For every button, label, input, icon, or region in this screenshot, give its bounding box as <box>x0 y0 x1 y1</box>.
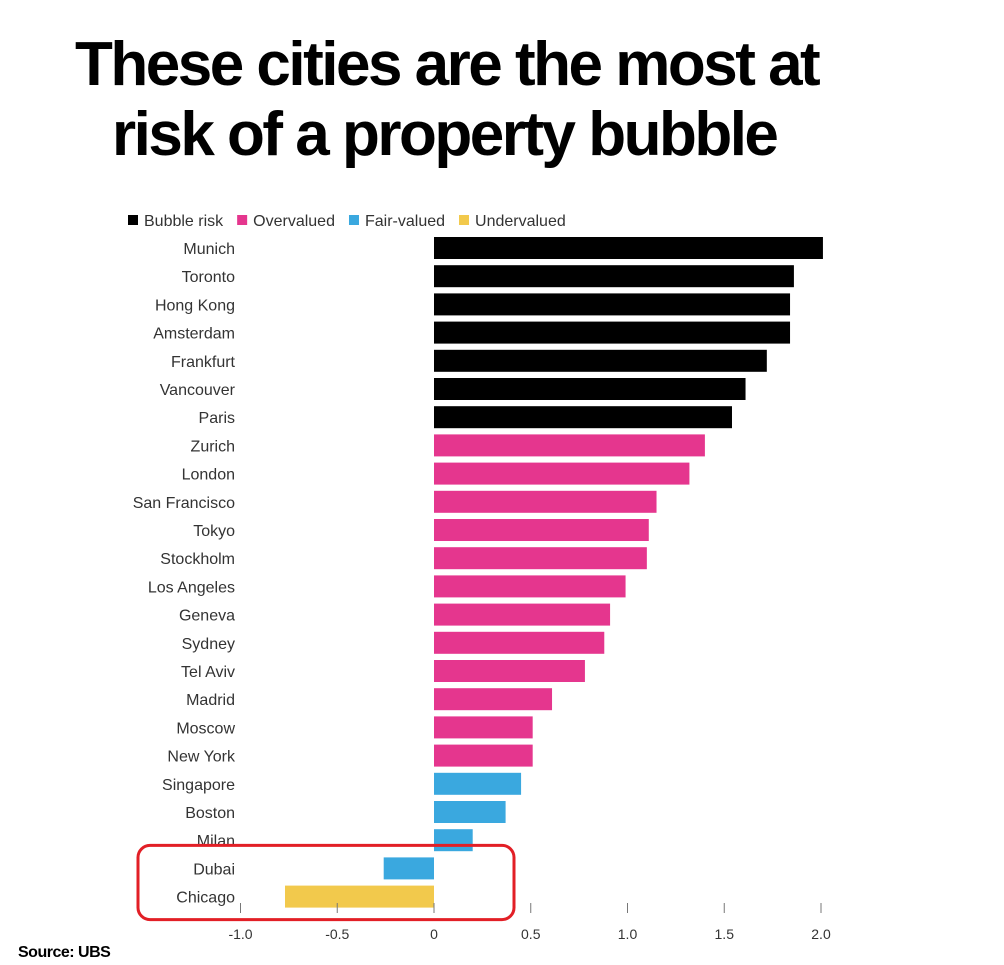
x-axis: -1.0 -0.5 0 0.5 1.0 1.5 2.0 <box>228 903 831 942</box>
bar-amsterdam <box>434 321 791 344</box>
bar-sydney <box>434 631 605 654</box>
category-labels: Munich Toronto Hong Kong Amsterdam Frankfurt… <box>133 241 236 907</box>
category-label-frankfurt: Frankfurt <box>171 354 236 371</box>
category-label-stockholm: Stockholm <box>160 551 235 568</box>
source-note: Source: UBS <box>18 944 111 961</box>
x-tick-label: -0.5 <box>325 926 349 942</box>
bar-tokyo <box>434 519 649 541</box>
legend-swatch-bubble-risk <box>128 215 138 225</box>
category-label-chicago: Chicago <box>176 890 235 907</box>
category-label-munich: Munich <box>183 241 235 258</box>
x-tick-label: 0.5 <box>521 926 541 942</box>
highlight-box <box>136 843 516 922</box>
legend-swatch-overvalued <box>237 215 248 225</box>
category-label-sydney: Sydney <box>182 636 235 653</box>
x-tick-label: -1.0 <box>228 926 252 942</box>
chart-title-line-1: These cities are the most at <box>75 30 821 99</box>
legend-label-overvalued: Overvalued <box>253 213 335 230</box>
highlight-rectangle <box>136 843 516 922</box>
chart-legend: Bubble risk Overvalued Fair-valued Underval… <box>128 213 566 230</box>
category-label-tokyo: Tokyo <box>193 523 235 540</box>
category-label-new-york: New York <box>167 749 236 766</box>
chart-title-line-2: risk of a property bubble <box>112 100 779 169</box>
bar-singapore <box>434 772 522 795</box>
bar-group <box>285 237 823 908</box>
category-label-toronto: Toronto <box>182 269 235 286</box>
bar-vancouver <box>434 378 746 400</box>
category-label-paris: Paris <box>199 410 235 427</box>
legend-label-undervalued: Undervalued <box>475 213 566 230</box>
category-label-zurich: Zurich <box>191 438 235 455</box>
category-label-tel-aviv: Tel Aviv <box>181 664 235 681</box>
category-label-vancouver: Vancouver <box>160 382 236 399</box>
chart-title: These cities are the most at risk of a p… <box>75 30 955 170</box>
legend-swatch-undervalued <box>459 215 470 225</box>
category-label-milan: Milan <box>197 833 235 850</box>
category-label-dubai: Dubai <box>193 861 235 878</box>
category-label-san-francisco: San Francisco <box>133 495 235 512</box>
bar-los-angeles <box>434 575 626 598</box>
bar-stockholm <box>434 547 647 570</box>
bar-san-francisco <box>434 490 657 513</box>
category-label-madrid: Madrid <box>186 692 235 709</box>
x-tick-label: 0 <box>430 926 438 942</box>
bar-paris <box>434 406 732 429</box>
category-label-london: London <box>182 467 235 484</box>
bar-hong-kong <box>434 293 791 316</box>
bar-boston <box>434 801 506 823</box>
legend-swatch-fair-valued <box>348 215 359 225</box>
category-label-singapore: Singapore <box>162 777 235 794</box>
bar-chicago <box>285 885 434 908</box>
bar-toronto <box>434 265 794 288</box>
bar-zurich <box>434 434 705 457</box>
bar-geneva <box>434 603 611 626</box>
bar-milan <box>434 829 473 852</box>
bar-london <box>434 462 690 485</box>
legend-label-fair-valued: Fair-valued <box>365 213 445 230</box>
bar-tel-aviv <box>434 660 585 682</box>
category-label-boston: Boston <box>185 805 235 822</box>
category-label-los-angeles: Los Angeles <box>148 579 235 596</box>
bar-munich <box>434 237 823 259</box>
bar-dubai <box>383 857 434 880</box>
category-label-amsterdam: Amsterdam <box>153 326 235 343</box>
category-label-geneva: Geneva <box>179 608 235 625</box>
category-label-hong-kong: Hong Kong <box>155 297 235 314</box>
bar-new-york <box>434 744 533 767</box>
x-tick-label: 2.0 <box>811 926 831 942</box>
bar-frankfurt <box>434 349 767 372</box>
bar-moscow <box>434 716 533 739</box>
legend-label-bubble-risk: Bubble risk <box>144 213 224 230</box>
x-tick-label: 1.0 <box>618 926 638 942</box>
bar-madrid <box>434 688 553 711</box>
category-label-moscow: Moscow <box>176 720 235 737</box>
x-tick-label: 1.5 <box>715 926 735 942</box>
